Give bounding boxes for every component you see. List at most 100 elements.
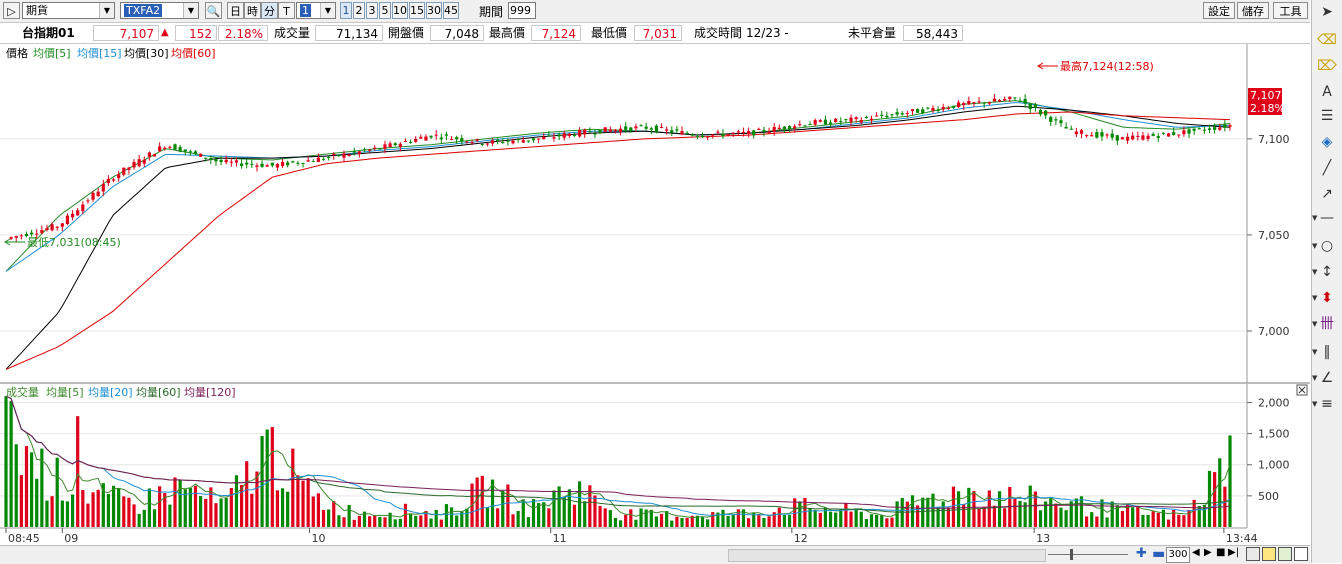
horizontal-lines-icon[interactable]: ☰ <box>1320 108 1334 124</box>
arrow-line-icon[interactable]: ↗ <box>1321 186 1333 202</box>
interval-tab-45[interactable]: 45 <box>443 2 459 19</box>
candle-body <box>311 161 315 163</box>
candle-body <box>649 128 653 130</box>
paint-icon[interactable]: ◈ <box>1321 134 1333 150</box>
line-tool-icon[interactable]: ╱ <box>1322 160 1332 176</box>
symbol-value: TXFA2 <box>124 4 163 17</box>
eraser-icon[interactable]: ⌫ <box>1317 32 1337 48</box>
candle-body <box>1095 132 1099 138</box>
parallel-lines-icon[interactable]: ≡ <box>1321 396 1333 412</box>
candle-body <box>706 136 710 138</box>
chevron-down-icon[interactable]: ▼ <box>1312 242 1318 250</box>
period-input[interactable]: 999 <box>508 2 536 19</box>
candle-body <box>24 233 29 237</box>
fibonacci-icon[interactable]: 卌 <box>1320 316 1334 332</box>
candle-body <box>905 112 909 114</box>
zoom-out-icon[interactable]: ▬ <box>1152 546 1166 562</box>
volume-bar <box>654 516 659 527</box>
candle-body <box>332 153 336 156</box>
circle-tool-icon[interactable]: ○ <box>1320 238 1334 254</box>
interval-tab-10[interactable]: 10 <box>392 2 408 19</box>
candle-body <box>183 149 187 152</box>
candle-body <box>588 131 592 133</box>
vertical-arrow-icon[interactable]: ↕ <box>1321 264 1333 280</box>
zoom-in-icon[interactable]: ✚ <box>1136 546 1147 561</box>
chevron-down-icon[interactable]: ▼ <box>1312 374 1318 382</box>
close-pane-icon[interactable] <box>1296 384 1308 396</box>
settings-button[interactable]: 設定 <box>1203 2 1235 19</box>
interval-tab-30[interactable]: 30 <box>426 2 442 19</box>
chevron-down-icon[interactable]: ▼ <box>1312 294 1318 302</box>
vertical-lines-icon[interactable]: ‖ <box>1323 344 1331 360</box>
candle-body <box>956 102 961 108</box>
window-icon[interactable] <box>1294 547 1308 561</box>
save-button[interactable]: 儲存 <box>1237 2 1269 19</box>
candle-body <box>19 235 23 237</box>
legend-v20: 均量[20] <box>88 386 133 399</box>
volume-bar <box>987 490 991 527</box>
interval-tab-2[interactable]: 2 <box>353 2 365 19</box>
candle-body <box>352 151 356 153</box>
interval-tab-1[interactable]: 1 <box>340 2 352 19</box>
angle-tool-icon[interactable]: ∠ <box>1320 370 1334 386</box>
candle-body <box>173 144 177 150</box>
volume-bar <box>270 427 274 527</box>
candle-body <box>895 112 899 115</box>
volume-bar <box>455 515 459 527</box>
cursor-icon[interactable]: ➤ <box>1321 4 1333 20</box>
high-label: 最高價 <box>489 26 526 40</box>
volume-bar <box>659 513 664 527</box>
candle-body <box>603 127 607 132</box>
candle-body <box>321 158 326 160</box>
category-select[interactable]: 期貨 ▼ <box>22 2 115 19</box>
horizontal-line-icon[interactable]: — <box>1320 210 1334 226</box>
period-hour-button[interactable]: 時 <box>244 2 261 19</box>
chevron-down-icon[interactable]: ▼ <box>1312 320 1318 328</box>
chevron-down-icon[interactable]: ▼ <box>1312 268 1318 276</box>
zoom-slider-handle[interactable] <box>1070 549 1073 560</box>
stop-icon[interactable]: ■ <box>1216 547 1226 558</box>
volume-bar <box>997 491 1002 527</box>
chevron-down-icon[interactable]: ▼ <box>1312 214 1318 222</box>
save-image-icon[interactable] <box>1262 547 1276 561</box>
period-min-button[interactable]: 分 <box>261 2 278 19</box>
volume-bar <box>521 499 525 527</box>
candle-body <box>275 164 280 168</box>
legend-v5: 均量[5] <box>46 386 84 399</box>
layout-icon[interactable] <box>1278 547 1292 561</box>
volume-bar <box>1120 511 1125 527</box>
horizontal-scrollbar[interactable] <box>728 549 1046 562</box>
end-icon[interactable]: ▶| <box>1228 547 1240 558</box>
volume-bar <box>798 501 802 527</box>
text-tool-icon[interactable]: A <box>1322 84 1332 100</box>
interval-tab-3[interactable]: 3 <box>366 2 378 19</box>
volume-bar <box>982 506 986 527</box>
zoom-value[interactable]: 300 <box>1166 547 1190 563</box>
candle-body <box>782 126 787 130</box>
volume-bar <box>552 490 556 527</box>
eraser-all-icon[interactable]: ⌦ <box>1317 58 1337 74</box>
play-icon[interactable]: ▷ <box>3 2 20 19</box>
chart-area[interactable]: 7,000 7,050 7,100 500 1,000 1,500 2,000 08:45… <box>0 44 1310 544</box>
volume-bar <box>992 505 997 527</box>
chevron-down-icon[interactable]: ▼ <box>1312 348 1318 356</box>
nav-next-icon[interactable]: ▶ <box>1204 547 1212 558</box>
chart-type-icon[interactable] <box>1246 547 1260 561</box>
volume-bar <box>1197 505 1201 527</box>
chevron-down-icon[interactable]: ▼ <box>1312 400 1318 408</box>
nav-prev-icon[interactable]: ◀ <box>1192 547 1200 558</box>
tools-button[interactable]: 工具 <box>1273 2 1308 19</box>
period-day-button[interactable]: 日 <box>227 2 244 19</box>
marker-icon[interactable]: ⬍ <box>1321 290 1333 306</box>
period-tick-button[interactable]: T <box>278 2 295 19</box>
search-icon[interactable]: 🔍 <box>205 2 222 19</box>
interval-tab-15[interactable]: 15 <box>409 2 425 19</box>
candle-body <box>885 115 889 118</box>
symbol-select[interactable]: TXFA2 ▼ <box>120 2 199 19</box>
interval-select[interactable]: 1 ▼ <box>296 2 336 19</box>
zoom-slider-track[interactable] <box>1048 554 1128 555</box>
interval-tab-5[interactable]: 5 <box>379 2 391 19</box>
volume-bar <box>557 486 561 527</box>
candle-body <box>675 129 679 131</box>
volume-bar <box>1161 509 1166 527</box>
